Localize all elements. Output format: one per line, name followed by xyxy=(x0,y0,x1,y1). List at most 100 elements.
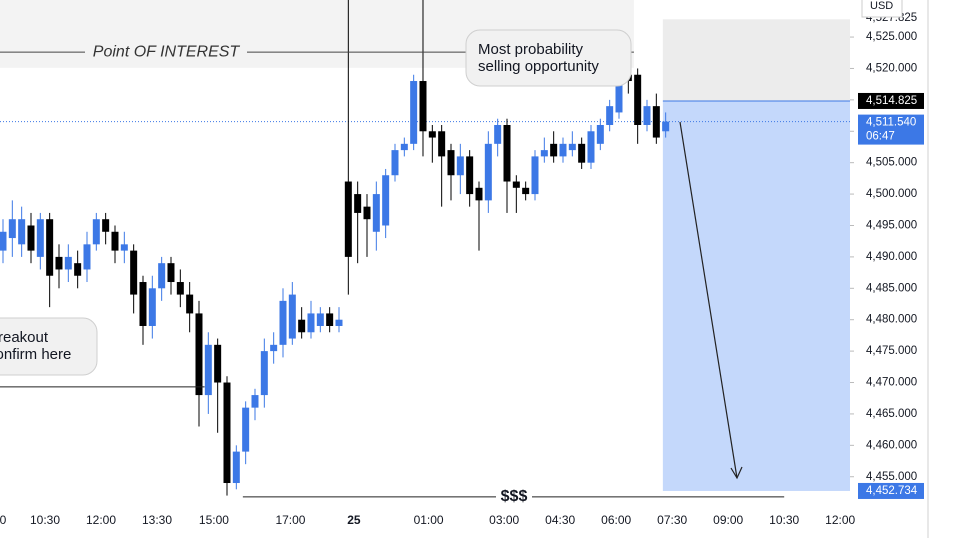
y-tick-label: 4,455.000 xyxy=(866,471,917,483)
target-price-label: 4,452.734 xyxy=(866,485,918,497)
annotation-text: confirm here xyxy=(0,346,71,363)
entry-price-box xyxy=(858,92,924,109)
candle-body xyxy=(55,256,63,270)
countdown-label: 06:47 xyxy=(866,131,895,143)
candle-body xyxy=(298,319,306,333)
x-tick-label: 07:30 xyxy=(657,513,687,527)
candle-body xyxy=(652,106,660,138)
candle-body xyxy=(260,351,268,396)
candle-body xyxy=(176,282,184,295)
candle-body xyxy=(419,81,427,132)
candle-body xyxy=(120,244,128,251)
candle-body xyxy=(307,313,315,333)
x-tick-label: 17:00 xyxy=(275,513,305,527)
candle-body xyxy=(634,74,642,125)
candle-body xyxy=(372,194,380,232)
y-tick-label: 4,520.000 xyxy=(866,62,917,74)
x-tick-label: 12:00 xyxy=(86,513,116,527)
candle-body xyxy=(354,194,362,213)
poi-label: Point OF INTEREST xyxy=(93,43,241,60)
candle-body xyxy=(326,313,334,326)
candle-body xyxy=(195,313,203,396)
current-price-box xyxy=(858,114,924,145)
candle-body xyxy=(102,219,110,232)
target-price-box xyxy=(858,482,924,499)
candle-body xyxy=(27,225,35,251)
candle-body xyxy=(344,181,352,257)
candle-body xyxy=(223,382,231,484)
annotation-text: Most probability xyxy=(478,41,584,58)
candle-body xyxy=(540,150,548,157)
candle-body xyxy=(587,131,595,163)
candle-body xyxy=(158,263,166,289)
y-tick-label: 4,505.000 xyxy=(866,157,917,169)
target-zone xyxy=(662,100,850,491)
y-tick-label: 4,470.000 xyxy=(866,377,917,389)
y-tick-label: 4,525.000 xyxy=(866,31,917,43)
y-tick-label: 4,460.000 xyxy=(866,439,917,451)
x-tick-label: 10:30 xyxy=(769,513,799,527)
arrow-head xyxy=(730,466,743,480)
annotation-bubble xyxy=(465,29,632,87)
candle-body xyxy=(316,313,324,326)
candle-body xyxy=(8,219,16,239)
candle-body xyxy=(606,106,614,125)
current-price-label: 4,511.540 xyxy=(866,117,916,129)
candle-body xyxy=(391,150,399,176)
y-tick-label: 4,465.000 xyxy=(866,408,917,420)
x-tick-label: 09:00 xyxy=(713,513,743,527)
candle-body xyxy=(484,143,492,201)
x-tick-label: 13:30 xyxy=(142,513,172,527)
candle-body xyxy=(0,231,7,251)
y-tick-label: 4,480.000 xyxy=(866,314,917,326)
x-tick-label: 25 xyxy=(347,513,361,527)
candle-body xyxy=(447,150,455,176)
candle-body xyxy=(111,231,119,251)
candle-body xyxy=(18,219,26,245)
annotation-text: Breakout xyxy=(0,329,49,346)
candle-body xyxy=(279,300,287,345)
candle-body xyxy=(382,175,390,226)
candle-body xyxy=(428,131,436,138)
candle-body xyxy=(130,250,138,295)
candle-body xyxy=(531,156,539,195)
candle-body xyxy=(186,294,194,314)
candle-body xyxy=(363,206,371,220)
candle-body xyxy=(456,156,464,176)
candle-body xyxy=(643,106,651,125)
y-tick-label: 4,475.000 xyxy=(866,345,917,357)
candle-body xyxy=(83,244,91,270)
arrow xyxy=(679,121,738,479)
candle-body xyxy=(550,143,558,157)
candle-body xyxy=(503,124,511,182)
candle-body xyxy=(578,143,586,163)
x-tick-label: 04:30 xyxy=(545,513,575,527)
candle-body xyxy=(148,288,156,326)
x-tick-label: 15:00 xyxy=(199,513,229,527)
candle-body xyxy=(335,319,343,326)
y-tick-label: 4,500.000 xyxy=(866,188,917,200)
candle-body xyxy=(466,156,474,195)
candle-body xyxy=(522,187,530,195)
candle-body xyxy=(615,74,623,113)
candle-body xyxy=(559,143,567,157)
candle-body xyxy=(596,124,604,144)
candle-body xyxy=(232,451,240,484)
candle-body xyxy=(568,143,576,151)
x-tick-label: 10:30 xyxy=(30,513,60,527)
candle-body xyxy=(64,256,72,270)
candle-body xyxy=(662,121,670,132)
annotation-text: selling opportunity xyxy=(478,58,599,75)
overlays: Point OF INTEREST $$$ Most probabilitysell… xyxy=(0,29,850,505)
candle-body xyxy=(251,395,259,408)
candle-body xyxy=(288,294,296,339)
y-tick-label: 4,485.000 xyxy=(866,282,917,294)
candle-body xyxy=(438,131,446,157)
currency-label: USD xyxy=(870,0,893,12)
candle-body xyxy=(204,344,212,396)
annotation-bubble xyxy=(0,317,98,376)
candle-body xyxy=(46,219,54,276)
x-tick-label: 03:00 xyxy=(489,513,519,527)
x-tick-label: 12:00 xyxy=(825,513,855,527)
